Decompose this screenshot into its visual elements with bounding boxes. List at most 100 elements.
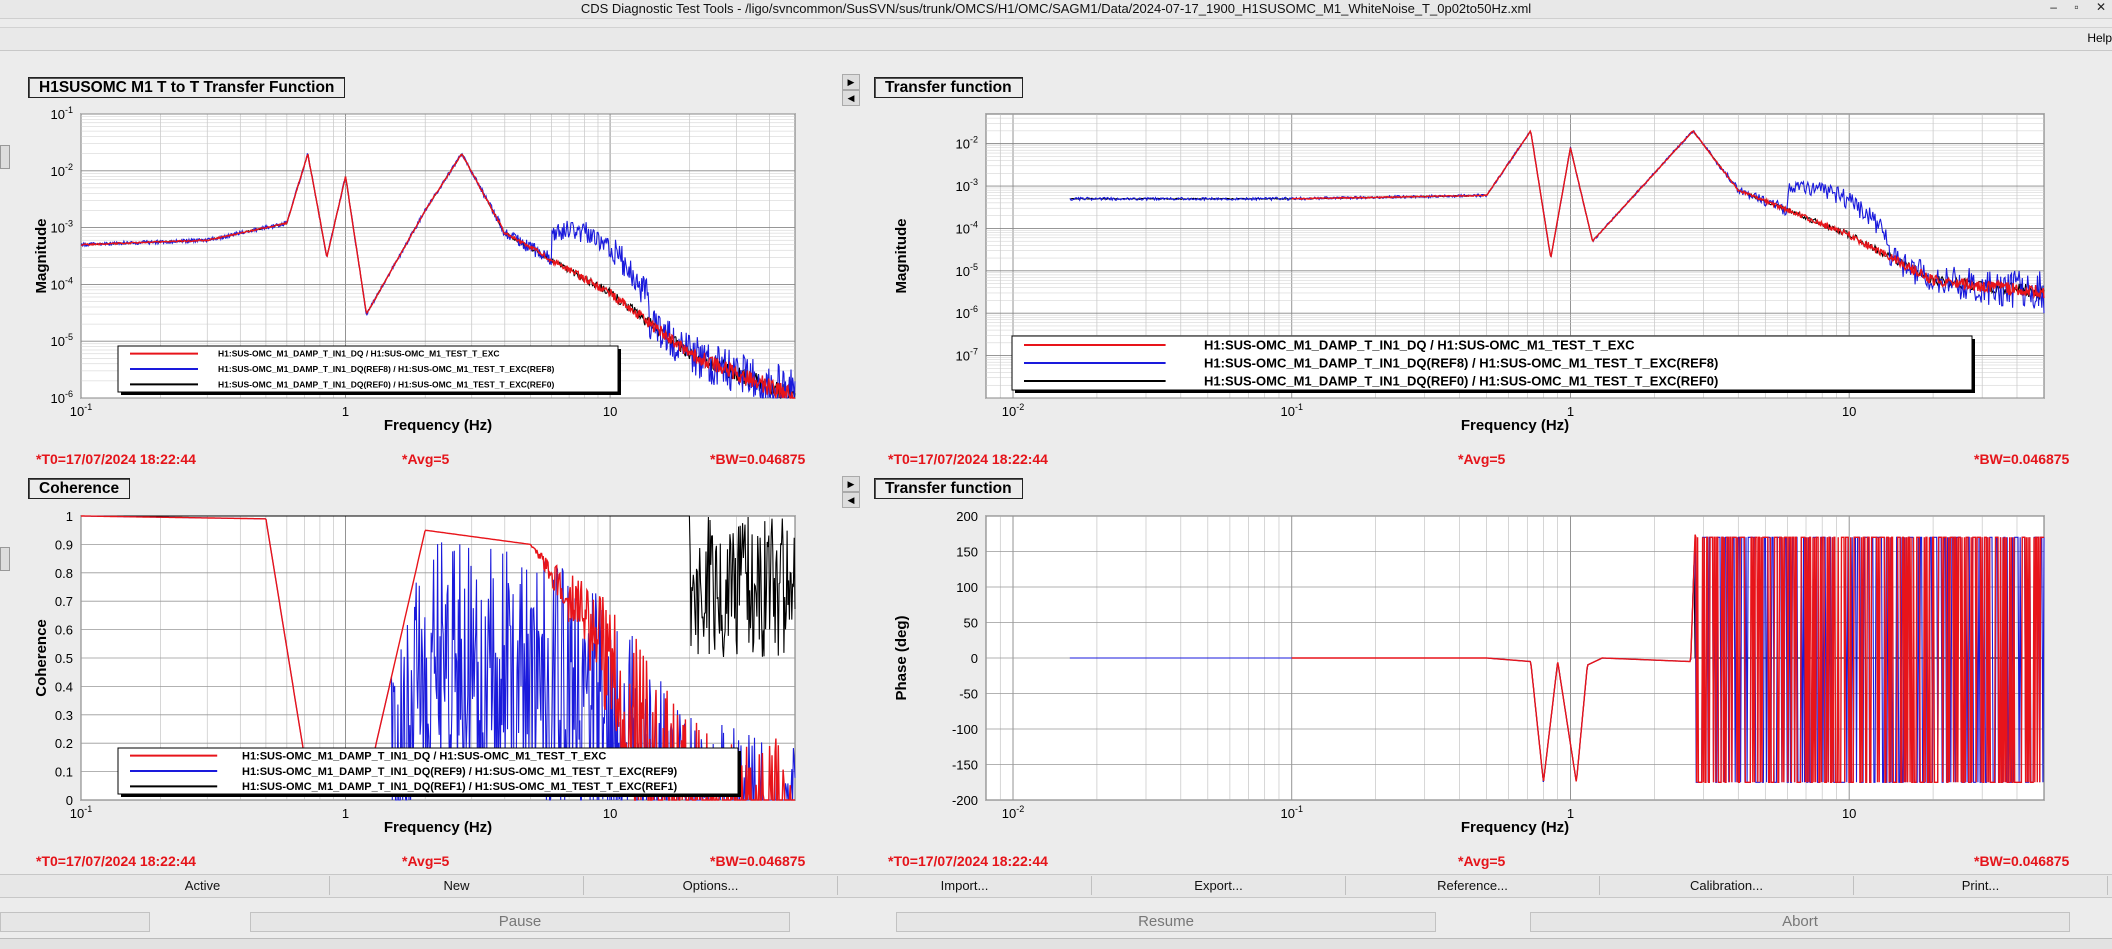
- y-tick-label: 0.5: [55, 651, 73, 666]
- legend-box: [1011, 335, 1973, 391]
- y-tick-label: 10-4: [51, 275, 73, 292]
- new-button[interactable]: New: [330, 876, 584, 895]
- import-button[interactable]: Import...: [838, 876, 1092, 895]
- t0-status: *T0=17/07/2024 18:22:44: [36, 451, 196, 467]
- bw-status: *BW=0.046875: [1974, 451, 2070, 467]
- x-axis-label: Frequency (Hz): [1461, 819, 1569, 836]
- bw-status: *BW=0.046875: [710, 451, 806, 467]
- avg-status: *Avg=5: [1458, 853, 1506, 869]
- y-tick-label: 1: [66, 509, 73, 524]
- plot-canvas[interactable]: 10-2 10-1 1 10 -200 -150 -100 -50 0 50 100 150 200 Fr…: [866, 474, 2112, 874]
- y-tick-label: 10-6: [51, 389, 73, 406]
- y-tick-label: 0.4: [55, 679, 73, 694]
- x-tick-label: 10-2: [1002, 804, 1024, 821]
- y-axis-label: Coherence: [33, 619, 50, 697]
- plot-toolbar: Active New Options... Import... Export..…: [0, 874, 2112, 898]
- y-tick-label: 0.6: [55, 623, 73, 638]
- abort-button[interactable]: Abort: [1530, 912, 2070, 932]
- active-button[interactable]: Active: [76, 876, 330, 895]
- y-tick-label: 0.2: [55, 736, 73, 751]
- y-tick-label: 10-5: [51, 332, 73, 349]
- window-title: CDS Diagnostic Test Tools - /ligo/svncom…: [580, 1, 1532, 16]
- y-tick-label: -100: [952, 722, 978, 737]
- pane-title[interactable]: Transfer function: [874, 478, 1023, 499]
- close-icon[interactable]: ✕: [2095, 0, 2106, 14]
- legend-entry: H1:SUS-OMC_M1_DAMP_T_IN1_DQ / H1:SUS-OMC…: [1204, 338, 1635, 353]
- t0-status: *T0=17/07/2024 18:22:44: [888, 451, 1048, 467]
- x-axis-label: Frequency (Hz): [384, 819, 492, 836]
- y-axis-label: Phase (deg): [893, 615, 910, 700]
- x-axis-label: Frequency (Hz): [1461, 417, 1569, 434]
- series-line: [1291, 129, 2045, 300]
- x-tick-label: 10-1: [70, 804, 92, 821]
- y-tick-label: 0.7: [55, 594, 73, 609]
- legend-box: [117, 345, 619, 393]
- y-tick-label: 10-6: [956, 304, 978, 321]
- y-tick-label: -50: [959, 687, 978, 702]
- pause-button[interactable]: Pause: [250, 912, 790, 932]
- y-tick-label: 150: [956, 545, 978, 560]
- x-tick-label: 10: [1842, 404, 1856, 419]
- x-tick-label: 10-1: [1280, 804, 1302, 821]
- pane-title[interactable]: H1SUSOMC M1 T to T Transfer Function: [28, 77, 346, 98]
- y-tick-label: 0.9: [55, 537, 73, 552]
- legend-entry: H1:SUS-OMC_M1_DAMP_T_IN1_DQ(REF0) / H1:S…: [218, 379, 554, 389]
- measurement-controls: Pause Resume Abort: [0, 910, 2112, 934]
- y-tick-label: 10-4: [956, 219, 978, 236]
- t0-status: *T0=17/07/2024 18:22:44: [36, 853, 196, 869]
- y-tick-label: 10-7: [956, 347, 978, 364]
- left-side-tab[interactable]: [0, 547, 10, 571]
- y-tick-label: 10-1: [51, 105, 73, 122]
- splitter-arrow-left-icon[interactable]: ◀: [842, 492, 860, 508]
- y-tick-label: 50: [964, 616, 978, 631]
- calibration-button[interactable]: Calibration...: [1600, 876, 1854, 895]
- plot-pane-magnitude-left: 10-1 1 10 10-6 10-5 10-4 10-3 10-2 10-1 Frequency…: [18, 72, 838, 472]
- y-tick-label: 0: [971, 651, 978, 666]
- splitter-arrow-right-icon[interactable]: ▶: [842, 476, 860, 492]
- plot-canvas[interactable]: 10-1 1 10 10-6 10-5 10-4 10-3 10-2 10-1 Frequency…: [18, 72, 838, 472]
- y-tick-label: 10-3: [956, 177, 978, 194]
- y-tick-label: -150: [952, 758, 978, 773]
- help-menu[interactable]: Help: [2087, 31, 2112, 45]
- left-side-tab[interactable]: [0, 145, 10, 169]
- window-controls: – ▫ ✕: [2036, 0, 2106, 18]
- y-tick-label: 10-3: [51, 219, 73, 236]
- y-tick-label: -200: [952, 793, 978, 808]
- print-button[interactable]: Print...: [1854, 876, 2108, 895]
- pane-title[interactable]: Transfer function: [874, 77, 1023, 98]
- splitter-arrow-right-icon[interactable]: ▶: [842, 74, 860, 90]
- minimize-icon[interactable]: –: [2050, 0, 2057, 14]
- menu-bar: Help: [0, 27, 2112, 51]
- series-line: [1291, 534, 2044, 783]
- reference-button[interactable]: Reference...: [1346, 876, 1600, 895]
- legend-entry: H1:SUS-OMC_M1_DAMP_T_IN1_DQ / H1:SUS-OMC…: [242, 751, 606, 763]
- avg-status: *Avg=5: [1458, 451, 1506, 467]
- plot-canvas[interactable]: 10-2 10-1 1 10 10-7 10-6 10-5 10-4 10-3 10-2 Frequ…: [866, 72, 2112, 472]
- plot-pane-phase: 10-2 10-1 1 10 -200 -150 -100 -50 0 50 100 150 200 Fr…: [866, 474, 2112, 874]
- y-tick-label: 0.8: [55, 566, 73, 581]
- maximize-icon[interactable]: ▫: [2074, 0, 2079, 14]
- y-tick-label: 200: [956, 509, 978, 524]
- legend-entry: H1:SUS-OMC_M1_DAMP_T_IN1_DQ(REF8) / H1:S…: [1204, 356, 1718, 371]
- x-tick-label: 1: [1567, 806, 1574, 821]
- legend-box: [117, 747, 739, 795]
- pane-title[interactable]: Coherence: [28, 478, 131, 499]
- y-tick-label: 0: [66, 793, 73, 808]
- x-tick-label: 10: [603, 806, 617, 821]
- t0-status: *T0=17/07/2024 18:22:44: [888, 853, 1048, 869]
- bw-status: *BW=0.046875: [710, 853, 806, 869]
- x-tick-label: 1: [1567, 404, 1574, 419]
- resume-button[interactable]: Resume: [896, 912, 1436, 932]
- avg-status: *Avg=5: [402, 853, 450, 869]
- x-tick-label: 1: [342, 404, 349, 419]
- y-axis-label: Magnitude: [33, 219, 50, 294]
- plot-pane-coherence: 10-1 1 10 0 0.1 0.2 0.3 0.4 0.5 0.6 0.7 0.8 0.9 1 Freq…: [18, 474, 838, 874]
- plot-canvas[interactable]: 10-1 1 10 0 0.1 0.2 0.3 0.4 0.5 0.6 0.7 0.8 0.9 1 Freq…: [18, 474, 838, 874]
- splitter-arrow-left-icon[interactable]: ◀: [842, 90, 860, 106]
- options-button[interactable]: Options...: [584, 876, 838, 895]
- series-line: [81, 515, 796, 658]
- y-tick-label: 10-2: [956, 135, 978, 152]
- export-button[interactable]: Export...: [1092, 876, 1346, 895]
- status-footer: [0, 938, 2112, 949]
- x-tick-label: 10: [1842, 806, 1856, 821]
